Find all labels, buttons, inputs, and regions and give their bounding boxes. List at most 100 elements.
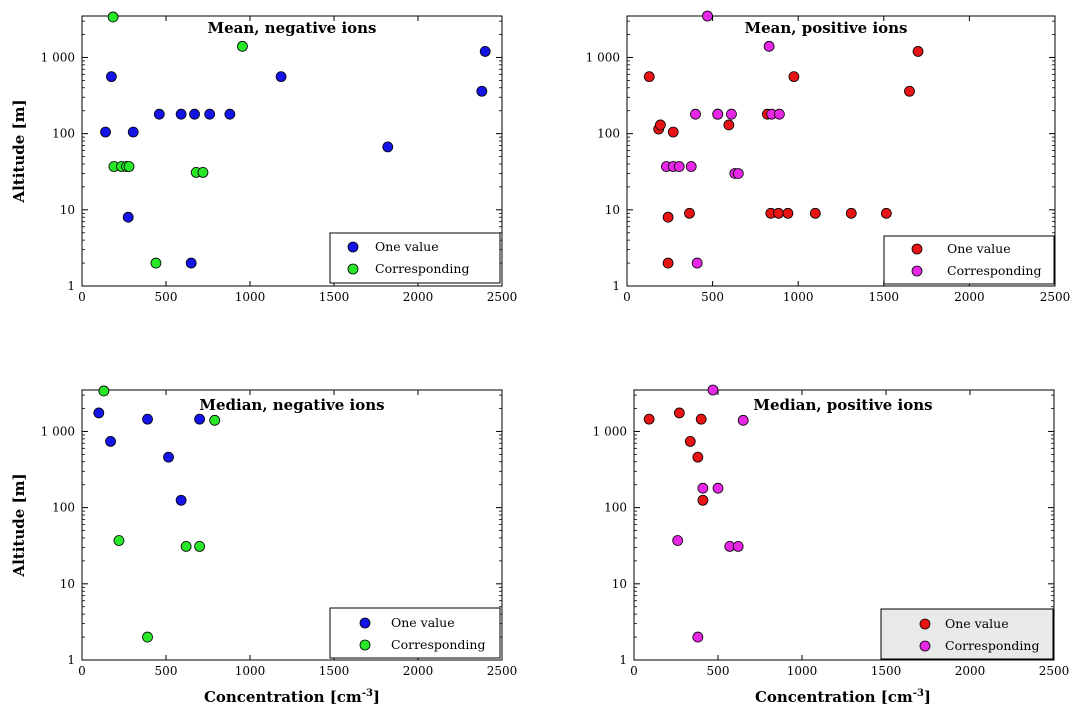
x-axis-title-exponent: -3 (913, 688, 924, 699)
data-point-corresponding (712, 108, 724, 120)
data-points (643, 10, 924, 269)
x-tick-label: 1500 (871, 664, 902, 678)
legend: One value Corresponding (880, 608, 1054, 660)
legend-marker-corresponding (919, 640, 931, 652)
y-tick-label: 100 (597, 127, 620, 141)
legend-label-corresponding: Corresponding (391, 637, 485, 652)
data-point-corresponding (150, 257, 162, 269)
data-point-corresponding (685, 161, 697, 172)
data-point-one-value (185, 257, 197, 269)
data-point-one-value (382, 141, 394, 153)
chart-title: Median, positive ions (753, 396, 932, 414)
y-tick-label: 1 000 (41, 50, 75, 64)
legend-label-one-value: One value (391, 615, 455, 630)
x-tick-label: 500 (701, 290, 724, 304)
data-point-one-value (667, 126, 679, 138)
data-point-corresponding (209, 414, 221, 426)
legend-marker-corresponding (359, 639, 371, 651)
axis-ticks: 0 500 1000 1500 2000 2500 1 10 100 1 000 (41, 390, 518, 678)
data-points (93, 385, 221, 643)
data-point-corresponding (697, 482, 709, 494)
data-point-one-value (662, 211, 674, 223)
data-point-one-value (175, 494, 187, 506)
data-point-one-value (163, 451, 174, 463)
legend-label-corresponding: Corresponding (947, 263, 1041, 278)
data-point-corresponding (712, 482, 724, 494)
x-tick-label: 0 (623, 290, 631, 304)
x-tick-label: 2500 (487, 664, 518, 678)
data-point-one-value (479, 46, 491, 57)
data-point-one-value (662, 257, 674, 269)
legend: One value Corresponding (329, 232, 501, 284)
data-point-corresponding (142, 631, 153, 643)
panel-mean-positive: Mean, positive ions 0 500 1000 1500 2000 2500… (586, 10, 1070, 304)
x-tick-label: 1000 (783, 290, 814, 304)
legend-label-one-value: One value (375, 239, 439, 254)
y-tick-label: 1 (612, 279, 620, 293)
data-point-one-value (204, 108, 216, 120)
y-tick-label: 10 (612, 577, 627, 591)
x-tick-label: 500 (707, 664, 730, 678)
panel-median-positive: Median, positive ions Concentration [cm-… (593, 384, 1070, 706)
data-point-one-value (904, 85, 915, 97)
data-point-corresponding (180, 540, 192, 552)
legend-marker-corresponding (347, 263, 359, 275)
legend-marker-one-value (911, 243, 923, 255)
data-point-one-value (654, 119, 666, 131)
data-point-one-value (695, 413, 707, 425)
data-point-corresponding (763, 40, 775, 52)
y-tick-label: 1 000 (586, 50, 620, 64)
data-point-corresponding (726, 108, 737, 120)
chart-title: Mean, positive ions (744, 19, 907, 37)
data-point-corresponding (673, 161, 685, 172)
legend-box (883, 235, 1055, 285)
legend-label-corresponding: Corresponding (375, 261, 469, 276)
panel-median-negative: Median, negative ions Altitude [m] Conce… (10, 385, 518, 706)
x-axis-title-exponent: -3 (362, 688, 373, 699)
data-point-one-value (773, 207, 784, 219)
y-axis-title: Altitude [m] (10, 473, 28, 577)
chart-title: Mean, negative ions (207, 19, 376, 37)
x-tick-label: 0 (630, 664, 638, 678)
data-point-one-value (224, 108, 236, 120)
y-tick-label: 10 (605, 203, 620, 217)
data-point-one-value (684, 436, 696, 447)
legend-label-one-value: One value (945, 616, 1009, 631)
x-tick-label: 1500 (869, 290, 900, 304)
x-tick-label: 2500 (487, 290, 518, 304)
axis-ticks: 0 500 1000 1500 2000 2500 1 10 100 1 000 (586, 16, 1070, 304)
legend-box (329, 607, 501, 659)
x-tick-label: 500 (155, 290, 178, 304)
x-tick-label: 1000 (787, 664, 818, 678)
data-point-one-value (697, 494, 709, 506)
data-point-one-value (845, 207, 857, 219)
data-point-one-value (684, 207, 695, 219)
legend-marker-one-value (359, 617, 371, 629)
y-tick-label: 1 000 (41, 424, 75, 438)
data-point-one-value (692, 451, 704, 463)
data-point-one-value (142, 413, 153, 425)
data-point-corresponding (690, 108, 701, 120)
data-points (100, 11, 491, 269)
data-point-one-value (275, 71, 287, 83)
panel-mean-negative: Mean, negative ions Altitude [m] 0 500 100… (10, 11, 518, 304)
legend-label-corresponding: Corresponding (945, 638, 1039, 653)
data-point-corresponding (691, 257, 703, 269)
x-tick-label: 2500 (1039, 664, 1070, 678)
data-point-one-value (105, 436, 116, 447)
data-point-corresponding (692, 631, 704, 643)
x-axis-title: Concentration [cm-3] (755, 688, 931, 706)
x-tick-label: 1000 (235, 290, 266, 304)
x-tick-label: 2000 (954, 290, 985, 304)
data-point-one-value (93, 407, 105, 419)
y-axis-title: Altitude [m] (10, 99, 28, 203)
x-tick-label: 1500 (319, 664, 350, 678)
chart-title: Median, negative ions (199, 396, 384, 414)
data-point-corresponding (197, 166, 209, 178)
data-point-one-value (643, 413, 655, 425)
data-point-one-value (122, 211, 134, 223)
data-point-one-value (643, 71, 655, 83)
legend: One value Corresponding (329, 607, 501, 659)
data-point-corresponding (707, 384, 719, 396)
